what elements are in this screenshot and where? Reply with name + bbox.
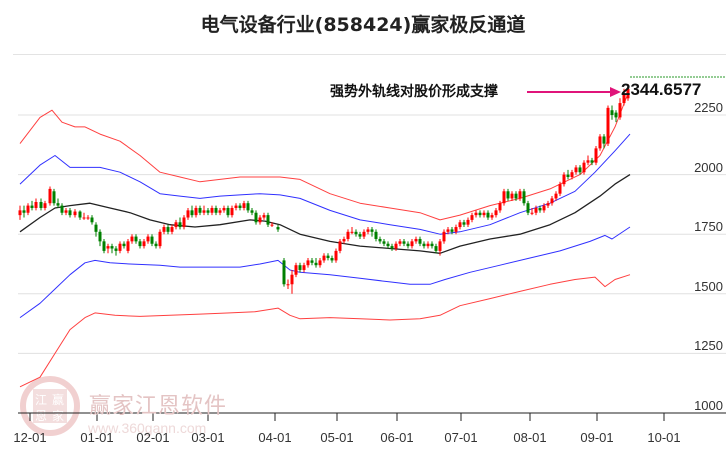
annotation-arrow: [527, 76, 726, 97]
lower-outer-line: [19, 274, 631, 388]
y-tick-label: 1250: [694, 338, 723, 354]
middle-line: [19, 174, 631, 254]
support-annotation: 强势外轨线对股价形成支撑: [330, 84, 498, 100]
y-tick-label: 2250: [694, 100, 723, 115]
x-tick-label: 07-01: [444, 430, 478, 445]
watermark-brand: 赢家江恩软件: [89, 394, 228, 419]
x-tick-label: 06-01: [380, 430, 414, 445]
lower-inner-line: [19, 226, 631, 319]
y-tick-label: 1750: [694, 219, 723, 235]
svg-text:恩: 恩: [35, 409, 47, 423]
x-axis: [18, 412, 726, 421]
x-tick-label: 04-01: [258, 430, 292, 445]
svg-text:家: 家: [52, 408, 64, 423]
y-tick-label: 1000: [694, 398, 723, 413]
chart-title: 电气设备行业(858424)赢家极反通道: [200, 14, 526, 36]
title-divider: [13, 54, 726, 55]
upper-inner-line: [19, 133, 631, 235]
y-tick-label: 1500: [694, 278, 723, 294]
y-tick-label: 2000: [694, 159, 723, 175]
x-tick-label: 08-01: [513, 430, 547, 445]
x-tick-label: 09-01: [580, 430, 614, 445]
x-tick-label: 05-01: [320, 430, 354, 445]
x-tick-label: 10-01: [647, 430, 681, 445]
x-tick-label: 02-01: [136, 430, 170, 445]
svg-text:江: 江: [35, 393, 47, 407]
x-tick-label: 01-01: [80, 430, 114, 445]
x-tick-label: 12-01: [13, 430, 47, 445]
channel-lines: [19, 93, 631, 388]
watermark-url: www.360gann.com: [88, 420, 207, 436]
watermark-seal-icon: 江赢恩家: [20, 376, 80, 436]
upper-outer-line: [19, 93, 629, 221]
x-tick-label: 03-01: [191, 430, 225, 445]
last-price-label: 2344.6577: [621, 80, 702, 99]
svg-text:赢: 赢: [52, 392, 64, 407]
candles: [18, 84, 630, 294]
